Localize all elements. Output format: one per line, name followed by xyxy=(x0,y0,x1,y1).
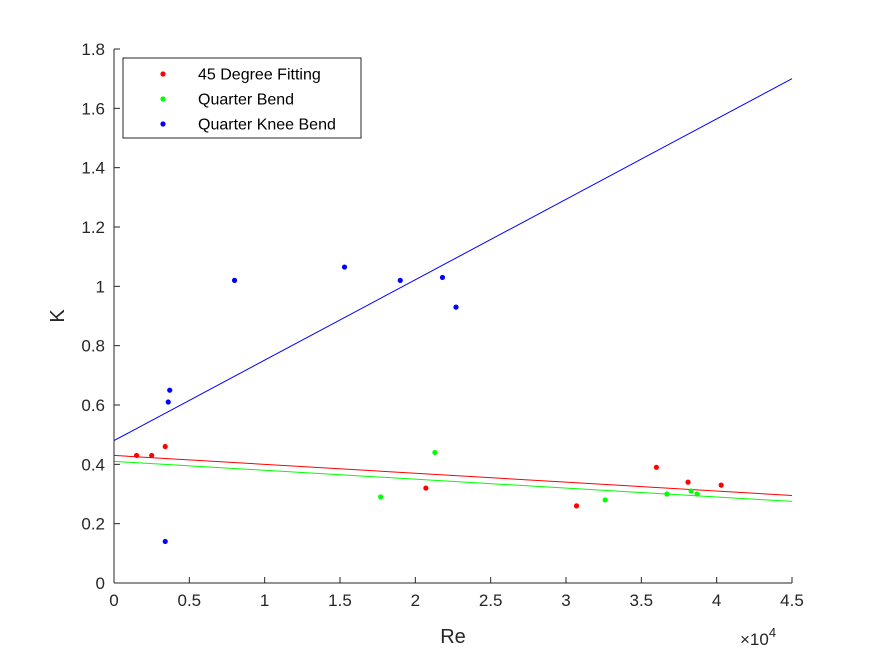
data-point xyxy=(664,491,670,497)
x-axis-label: Re xyxy=(440,626,466,648)
legend-entries: 45 Degree Fitting Quarter Bend Quarter Kne… xyxy=(160,67,336,134)
x-tick-label: 0.5 xyxy=(178,591,202,610)
y-tick-label: 1.4 xyxy=(81,159,105,178)
y-tick-label: 0.2 xyxy=(81,515,105,534)
data-point xyxy=(378,494,384,500)
data-point xyxy=(397,277,403,283)
y-tick-label: 1 xyxy=(96,277,105,296)
fit-lines xyxy=(113,78,793,502)
y-tick-label: 1.8 xyxy=(81,40,105,59)
x-tick-label: 2.5 xyxy=(479,591,503,610)
legend: 45 Degree Fitting Quarter Bend Quarter Kne… xyxy=(122,57,362,139)
legend-marker xyxy=(160,96,166,102)
data-point xyxy=(162,443,168,450)
legend-label: Quarter Knee Bend xyxy=(198,117,336,134)
data-point xyxy=(134,452,140,459)
y-tick-label: 0.8 xyxy=(81,337,105,356)
x-axis-multiplier: ×104 xyxy=(740,625,776,649)
fit-line-1 xyxy=(113,454,793,496)
data-point xyxy=(653,464,660,470)
x-tick-label: 4 xyxy=(712,591,721,610)
data-point xyxy=(432,449,438,456)
x-tick-label: 0 xyxy=(109,591,118,610)
y-tick-label: 0.4 xyxy=(81,455,105,474)
axes xyxy=(113,49,792,584)
data-point xyxy=(162,538,168,545)
data-point xyxy=(718,482,724,488)
x-multiplier-base: ×10 xyxy=(740,630,769,649)
x-tick-label: 2 xyxy=(411,591,420,610)
data-point xyxy=(453,304,459,310)
y-tick-label: 1.2 xyxy=(81,218,105,237)
data-point xyxy=(167,387,173,393)
x-tick-label: 3.5 xyxy=(630,591,654,610)
x-tick-label: 4.5 xyxy=(780,591,804,610)
y-axis-label: K xyxy=(47,309,69,323)
legend-marker xyxy=(160,71,166,77)
data-point xyxy=(439,274,446,281)
fit-line-3 xyxy=(113,78,793,442)
data-point xyxy=(231,277,238,283)
data-point xyxy=(149,452,155,459)
data-point xyxy=(602,497,608,503)
data-point xyxy=(423,485,429,491)
x-tick-label: 3 xyxy=(561,591,570,610)
legend-label: 45 Degree Fitting xyxy=(198,67,321,84)
x-tick-label: 1.5 xyxy=(328,591,352,610)
legend-label: Quarter Bend xyxy=(198,92,294,109)
legend-marker xyxy=(160,121,166,127)
x-tick-label: 1 xyxy=(260,591,269,610)
y-tick-label: 0 xyxy=(96,574,105,593)
y-tick-label: 1.6 xyxy=(81,99,105,118)
data-point xyxy=(341,264,348,270)
ticks: 0 0.5 1 1.5 2 2.5 3 3.5 4 4.5 0 0.2 0.4 0.6 0.8 1 1.2 1.4… xyxy=(81,40,803,610)
data-points xyxy=(134,264,724,545)
fit-line-2 xyxy=(113,460,793,502)
y-tick-label: 0.6 xyxy=(81,396,105,415)
data-point xyxy=(165,399,171,405)
x-multiplier-exponent: 4 xyxy=(769,625,776,640)
data-point xyxy=(694,491,700,497)
data-point xyxy=(685,479,691,485)
data-point xyxy=(573,503,580,509)
data-point xyxy=(688,488,694,494)
